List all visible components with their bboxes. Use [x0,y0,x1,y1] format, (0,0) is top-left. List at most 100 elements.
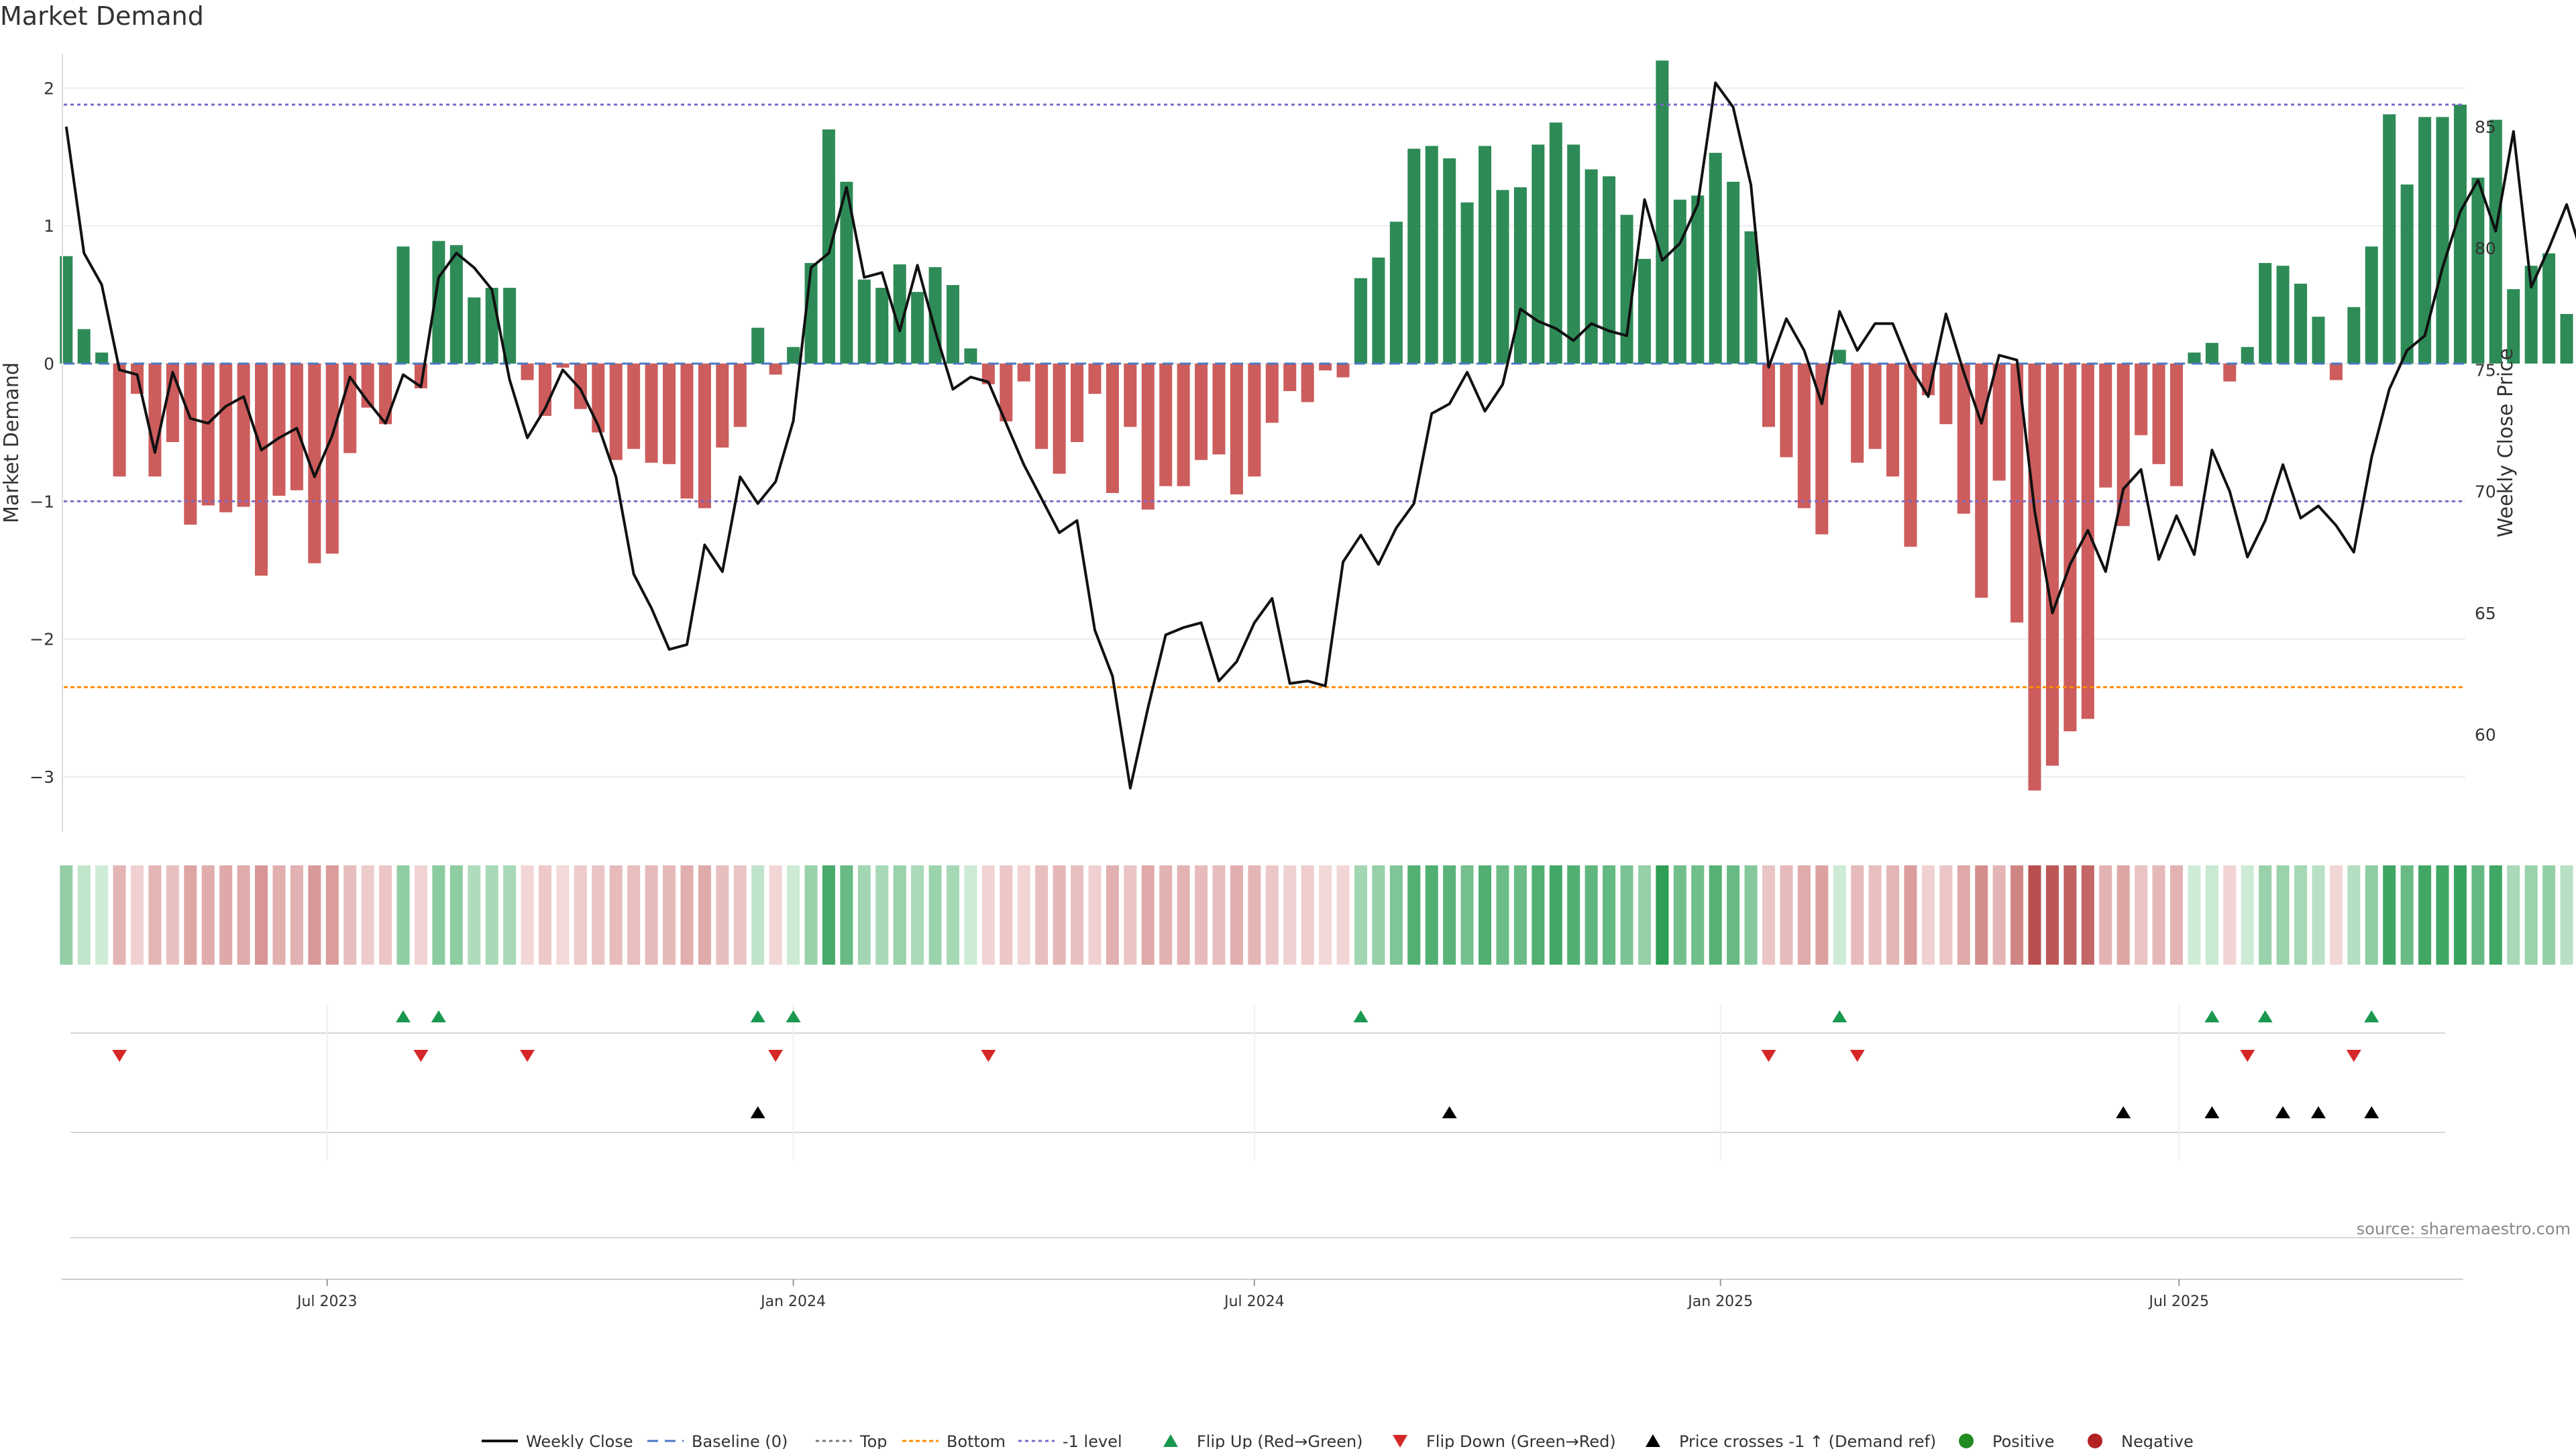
heat-cell [2063,865,2077,965]
demand-bar [769,363,782,375]
heat-cell [521,865,534,965]
legend: Weekly Close Baseline (0) Top Bottom -1 leve… [482,1432,2194,1449]
heat-cell [1851,865,1864,965]
demand-bar [2205,343,2218,364]
demand-bar [1336,363,1350,378]
heat-cell [1762,865,1776,965]
legend-positive-swatch [1959,1434,1974,1448]
demand-bar [556,363,570,368]
legend-flip-up-swatch [1163,1434,1178,1447]
heat-cell [2436,865,2449,965]
demand-bar [911,292,924,364]
demand-bar [1638,258,1651,364]
demand-bar [1815,363,1829,535]
heat-cell [574,865,587,965]
legend-price-cross-swatch [1646,1434,1660,1447]
demand-bar [2560,314,2573,364]
heat-cell [432,865,445,965]
demand-bar [113,363,126,477]
flip-up-marker [2204,1010,2220,1022]
right-tick-label: 85 [2475,117,2496,137]
legend-label: Flip Up (Red→Green) [1197,1432,1363,1449]
heat-cell [556,865,570,965]
demand-bar [1762,363,1776,427]
weekly-close-polyline [64,81,2576,790]
demand-bar [2507,289,2520,364]
right-tick-label: 75 [2475,360,2496,380]
heat-cell [857,865,871,965]
demand-bar [1443,158,1456,364]
left-tick-label: 0 [44,354,54,374]
price-cross-marker [2310,1106,2326,1118]
flip-up-marker [2364,1010,2379,1022]
heat-cell [1780,865,1793,965]
price-cross-marker [2364,1106,2379,1118]
heat-cell [1460,865,1474,965]
flip-down-marker [2240,1050,2255,1062]
heat-cell [503,865,517,965]
legend-negative-swatch [2088,1434,2102,1448]
heat-cell [2081,865,2094,965]
heat-cell [1372,865,1385,965]
heat-cell [113,865,126,965]
heat-cell [2418,865,2432,965]
demand-bar [2400,184,2414,364]
heat-cell [1549,865,1562,965]
heat-cell [751,865,765,965]
demand-bar [2223,363,2237,382]
heat-cell [2028,865,2041,965]
demand-bar [2436,117,2449,364]
heat-cell [1744,865,1758,965]
demand-bar [1603,176,1616,364]
demand-bar [1301,363,1314,402]
heat-cell [166,865,179,965]
demand-bar [1975,363,1988,598]
demand-bar [592,363,605,433]
heat-cell [201,865,215,965]
right-tick-label: 65 [2475,604,2496,623]
heat-cell [130,865,144,965]
heat-cell [1957,865,1970,965]
heat-cell [1195,865,1208,965]
legend-label: Price crosses -1 ↑ (Demand ref) [1679,1432,1936,1449]
demand-bar [2365,246,2378,364]
heat-cell [1088,865,1102,965]
heat-cell [1939,865,1953,965]
demand-bar [2028,363,2041,791]
right-tick-label: 70 [2475,482,2496,502]
demand-bar [663,363,676,464]
demand-bar [1017,363,1030,382]
demand-bar [468,297,481,364]
heat-cell [1389,865,1403,965]
demand-bar [787,347,800,364]
demand-bar [1833,350,1846,364]
x-tick-label: Jul 2024 [1223,1293,1285,1310]
flip-down-marker [2346,1050,2361,1062]
heat-cell [325,865,339,965]
demand-bar [2453,104,2467,364]
heat-cell [1904,865,1917,965]
heat-cell [1212,865,1226,965]
heat-cell [1479,865,1492,965]
flip-up-marker [1832,1010,1847,1022]
heat-cell [1425,865,1438,965]
weekly-close-line [64,81,2576,790]
heat-cell [468,865,481,965]
demand-bar [2542,253,2556,364]
demand-bar [1780,363,1793,458]
heat-cell [538,865,552,965]
demand-bar [893,264,906,364]
flip-down-marker [520,1050,535,1062]
heat-cell [2471,865,2485,965]
flip-down-marker [981,1050,996,1062]
heat-cell [2524,865,2538,965]
demand-bar [1585,169,1598,364]
demand-bar [184,363,197,525]
demand-bar [609,363,623,460]
heat-cell [981,865,995,965]
demand-bar [1709,152,1722,364]
heat-cell [893,865,906,965]
demand-bar [2152,363,2165,464]
demand-bar [521,363,534,380]
flip-down-marker [1849,1050,1865,1062]
